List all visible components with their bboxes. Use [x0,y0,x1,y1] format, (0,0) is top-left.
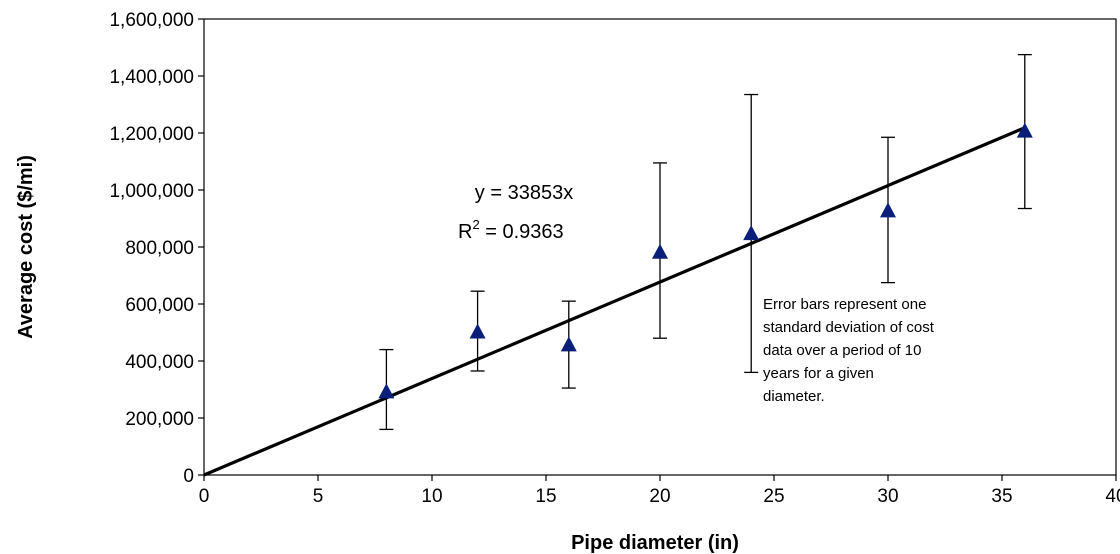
x-tick-label: 25 [763,486,784,507]
x-axis-title: Pipe diameter (in) [571,532,739,554]
y-tick-label: 1,200,000 [109,124,194,145]
x-tick-label: 10 [421,486,442,507]
y-tick-label: 800,000 [125,238,194,259]
note-line: data over a period of 10 [763,342,921,359]
chart-marks [203,53,1033,477]
x-tick-label: 35 [991,486,1012,507]
x-tick-label: 15 [535,486,556,507]
r-squared-prefix: R [458,221,472,243]
data-point-triangle [880,202,896,218]
r-squared-label: R2 = 0.9363 [458,217,564,243]
note-line: standard deviation of cost [763,319,935,336]
x-tick-label: 40 [1105,486,1120,507]
y-tick-label: 400,000 [125,352,194,373]
note-line: diameter. [763,388,825,405]
data-point-triangle [560,336,577,352]
note-line: Error bars represent one [763,296,926,313]
x-tick-label: 5 [313,486,324,507]
y-tick-label: 200,000 [125,409,194,430]
y-tick-label: 600,000 [125,295,194,316]
r-squared-superscript: 2 [472,217,479,232]
error-bar-note: Error bars represent one standard deviati… [763,296,935,405]
data-point-triangle [378,383,395,399]
note-line: years for a given [763,365,874,382]
data-point-triangle [743,225,760,241]
x-tick-label: 20 [649,486,670,507]
y-tick-label: 1,600,000 [109,10,194,31]
x-axis-ticks: 0 5 10 15 20 25 30 35 40 [199,475,1120,507]
x-tick-label: 30 [877,486,898,507]
y-axis-title: Average cost ($/mi) [15,155,37,339]
data-point-triangle [1016,122,1033,138]
r-squared-value: = 0.9363 [480,221,564,243]
data-point-triangle [469,323,486,339]
y-tick-label: 0 [183,466,194,487]
y-tick-label: 1,000,000 [109,181,194,202]
x-tick-label: 0 [199,486,210,507]
y-tick-label: 1,400,000 [109,67,194,88]
trendline-equation: y = 33853x [475,182,573,204]
y-axis-ticks: 0 200,000 400,000 600,000 800,000 1,000,000 1,… [109,10,204,487]
data-point-triangle [652,243,668,259]
trendline [203,126,1026,477]
